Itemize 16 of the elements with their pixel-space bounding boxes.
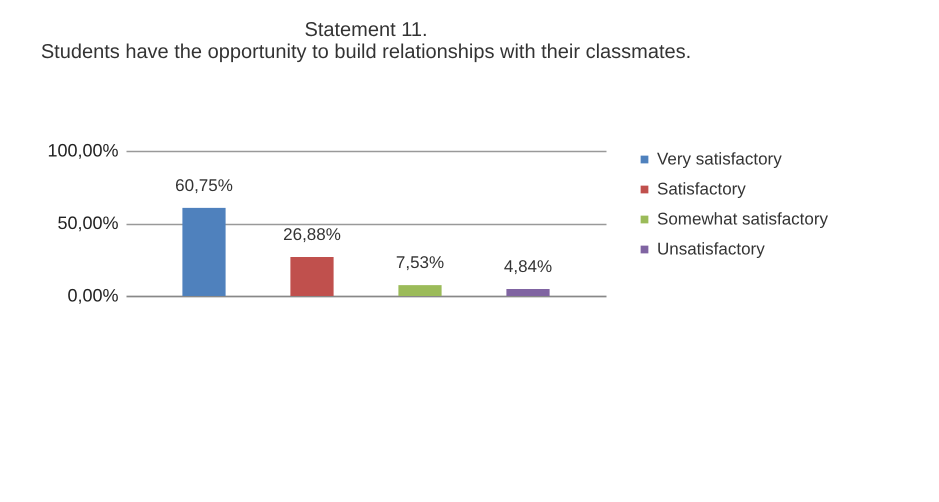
y-tick-label: 100,00% (47, 140, 118, 160)
data-label: 4,84% (504, 256, 552, 276)
legend-label: Very satisfactory (657, 150, 782, 168)
y-tick-label: 0,00% (67, 286, 118, 306)
y-tick-label: 50,00% (57, 213, 118, 233)
data-label: 26,88% (283, 225, 341, 244)
legend-label: Somewhat satisfactory (657, 210, 829, 228)
legend-label: Unsatisfactory (657, 240, 766, 258)
data-label: 60,75% (175, 176, 233, 195)
bar (506, 288, 550, 296)
bar (182, 208, 226, 296)
bar (290, 257, 334, 296)
bar (398, 285, 442, 296)
chart-title: Statement 11. Students have the opportunity to build relationships with their classmates. (40, 19, 692, 63)
data-label: 7,53% (396, 253, 444, 272)
legend-label: Satisfactory (657, 180, 746, 198)
